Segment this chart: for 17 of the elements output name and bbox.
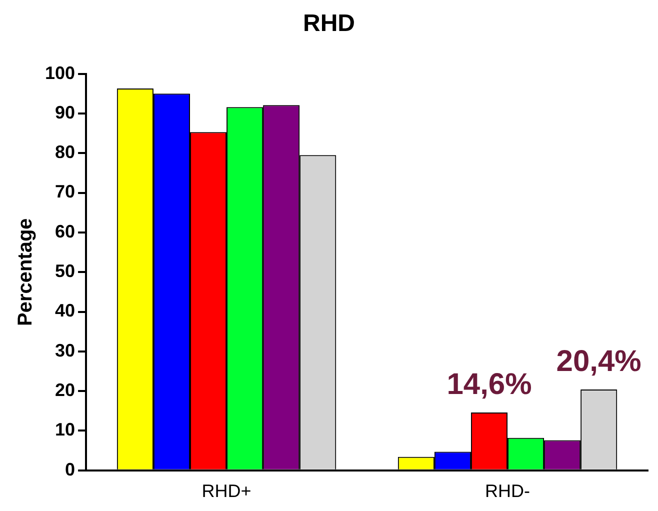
y-tick-label: 50 xyxy=(55,261,76,282)
x-tick-label: RHD- xyxy=(485,481,530,502)
y-tick-label: 10 xyxy=(55,420,76,440)
y-tick-label: 70 xyxy=(55,182,76,202)
x-tick-label: RHD+ xyxy=(202,481,252,502)
data-label: 20,4% xyxy=(556,344,642,378)
y-tick-label: 90 xyxy=(55,102,76,122)
y-tick-label: 20 xyxy=(55,380,76,400)
y-tick-label: 100 xyxy=(44,62,76,83)
y-axis-title: Percentage xyxy=(14,218,37,326)
y-tick-label: 80 xyxy=(55,142,76,162)
chart-title: RHD xyxy=(303,10,355,38)
y-tick-label: 40 xyxy=(55,300,76,321)
y-tick-label: 30 xyxy=(55,340,76,360)
y-tick-label: 0 xyxy=(65,459,76,480)
y-tick-label: 60 xyxy=(55,221,76,242)
data-label: 14,6% xyxy=(446,368,532,401)
